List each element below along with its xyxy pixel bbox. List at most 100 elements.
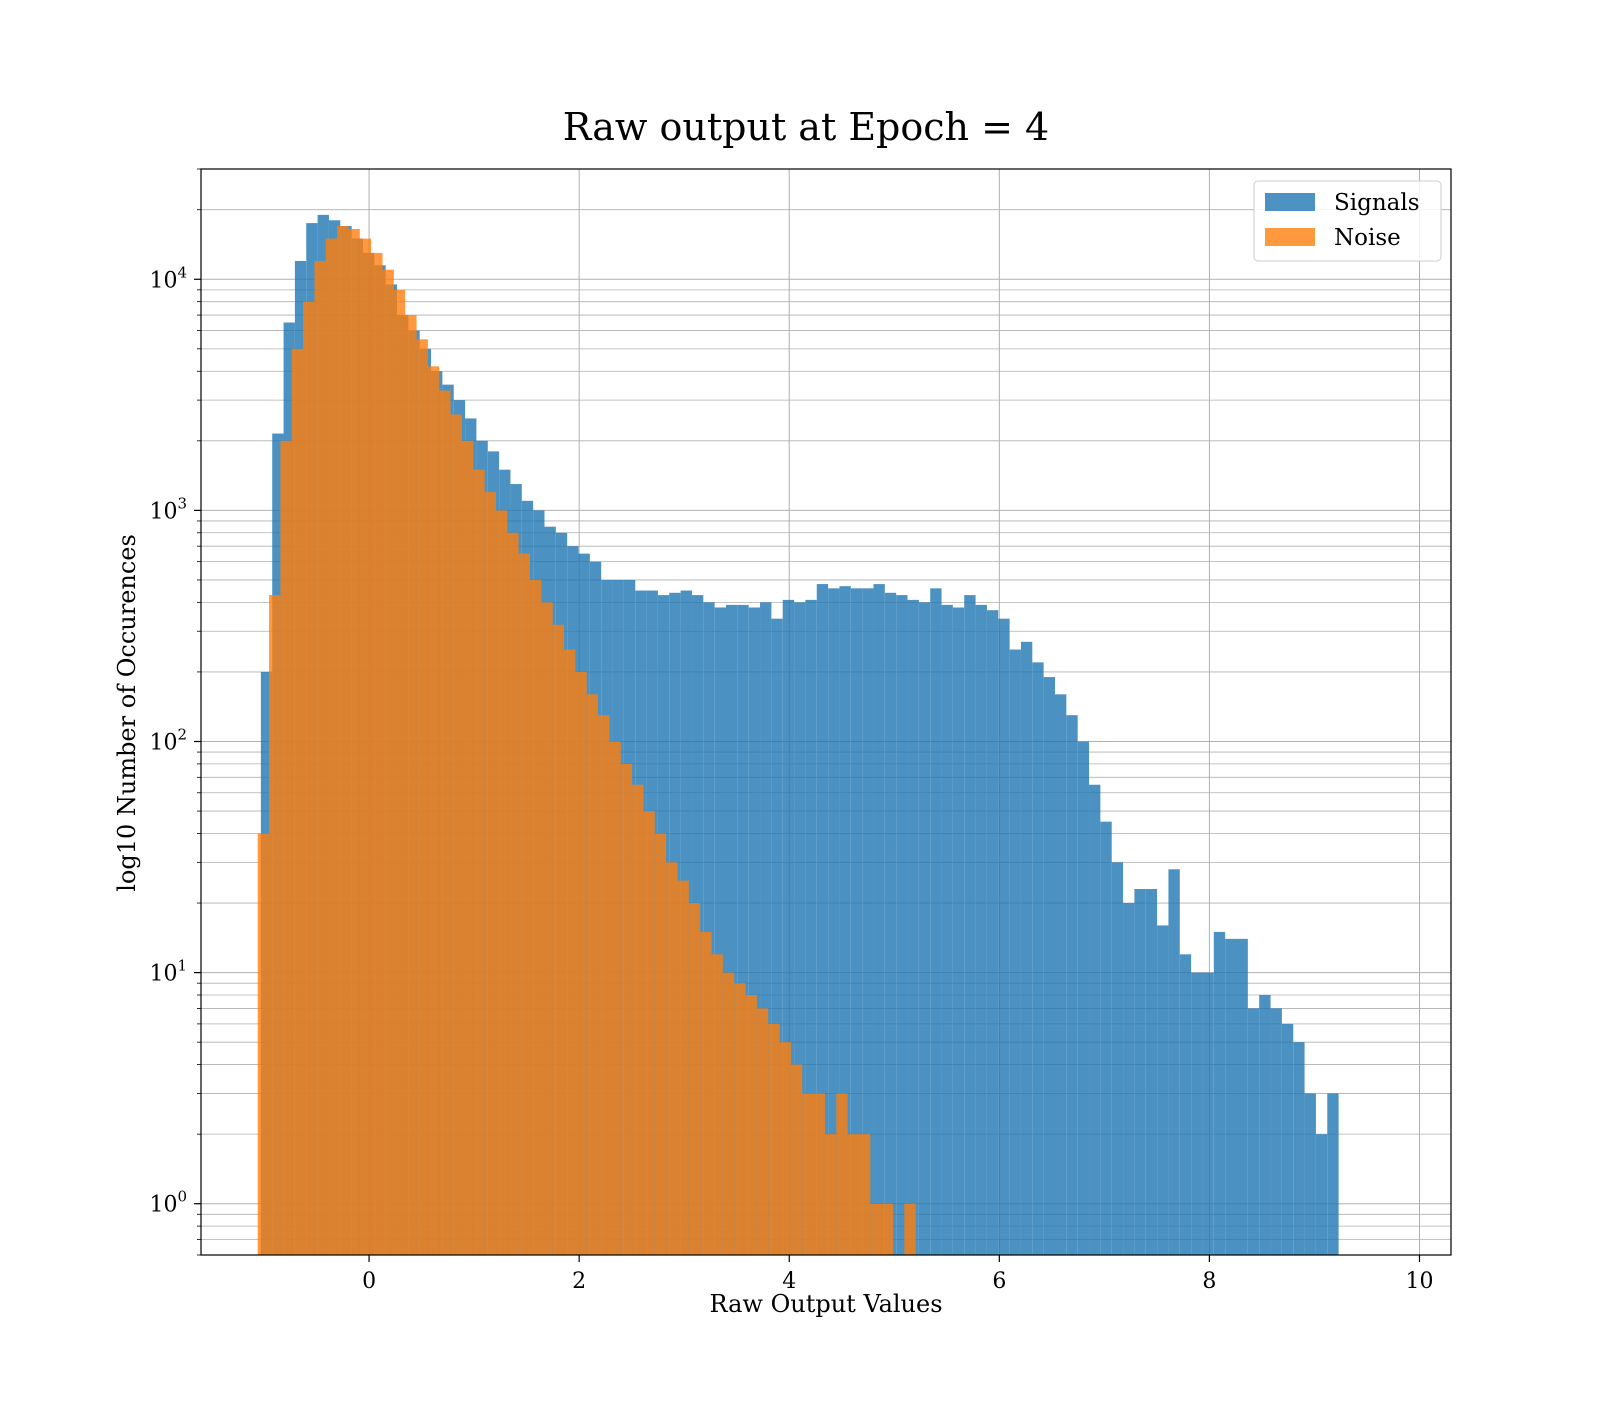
y-tick-label: 103 bbox=[149, 494, 187, 524]
histogram-bar bbox=[862, 588, 874, 1255]
histogram-bar bbox=[632, 784, 644, 1255]
histogram-bar bbox=[907, 599, 919, 1255]
histogram-bar bbox=[529, 579, 542, 1255]
histogram-bar bbox=[1259, 995, 1271, 1255]
histogram-bar bbox=[1123, 903, 1135, 1255]
histogram-bar bbox=[666, 862, 678, 1255]
y-axis-label: log10 Number of Occurences bbox=[113, 534, 141, 892]
histogram-bar bbox=[1145, 889, 1158, 1255]
histogram-bar bbox=[461, 440, 474, 1255]
histogram-bar bbox=[1236, 938, 1248, 1255]
histogram-bar bbox=[382, 269, 394, 1255]
histogram-bar bbox=[952, 607, 965, 1255]
histogram-bar bbox=[552, 624, 565, 1255]
histogram-bar bbox=[964, 595, 976, 1255]
histogram-bar bbox=[858, 1134, 871, 1255]
histogram-bar bbox=[609, 741, 621, 1255]
histogram-bar bbox=[813, 1093, 825, 1255]
x-tick-label: 4 bbox=[782, 1269, 796, 1294]
x-tick-label: 2 bbox=[572, 1269, 586, 1294]
histogram-bar bbox=[816, 584, 829, 1255]
histogram-bar bbox=[824, 1134, 837, 1255]
histogram-bar bbox=[904, 1203, 916, 1255]
histogram-bar bbox=[998, 618, 1010, 1255]
histogram-bar bbox=[881, 1203, 894, 1255]
chart-title: Raw output at Epoch = 4 bbox=[563, 105, 1049, 149]
histogram-bar bbox=[782, 599, 795, 1255]
histogram-bar bbox=[1191, 972, 1203, 1255]
series-noise bbox=[257, 226, 916, 1255]
histogram-bar bbox=[726, 604, 738, 1255]
histogram-bar bbox=[1293, 1042, 1305, 1255]
histogram-bar bbox=[654, 833, 667, 1255]
histogram-bar bbox=[291, 348, 304, 1255]
histogram-bar bbox=[1043, 677, 1055, 1255]
histogram-bar bbox=[1179, 954, 1192, 1255]
histogram-bar bbox=[794, 602, 806, 1255]
histogram-bar bbox=[1032, 662, 1044, 1255]
histogram-bar bbox=[598, 715, 610, 1255]
histogram-bar bbox=[518, 553, 530, 1255]
histogram-bar bbox=[802, 1093, 814, 1255]
histogram-bar bbox=[918, 602, 931, 1255]
histogram-bar bbox=[495, 510, 508, 1255]
histogram-bar bbox=[314, 260, 326, 1255]
histogram-bar bbox=[722, 972, 735, 1255]
histogram-bar bbox=[700, 931, 712, 1255]
histogram-bar bbox=[941, 604, 953, 1255]
legend-label: Noise bbox=[1334, 225, 1401, 251]
x-tick-label: 10 bbox=[1405, 1269, 1433, 1294]
histogram-bar bbox=[768, 1023, 780, 1255]
histogram-bar bbox=[1066, 715, 1078, 1255]
y-tick-label: 100 bbox=[149, 1188, 187, 1218]
histogram-bar bbox=[745, 995, 757, 1255]
histogram-bar bbox=[303, 301, 315, 1255]
histogram-bar bbox=[564, 649, 576, 1255]
histogram-bar bbox=[1168, 869, 1180, 1255]
axes-frame bbox=[200, 168, 1452, 1256]
histogram-bar bbox=[779, 1042, 791, 1255]
histogram-bar bbox=[416, 339, 428, 1255]
histogram-bar bbox=[790, 1064, 803, 1255]
histogram-bar bbox=[714, 607, 726, 1255]
y-tick-label: 101 bbox=[149, 957, 187, 987]
histogram-bar bbox=[711, 954, 723, 1255]
histogram-bar bbox=[748, 607, 761, 1255]
histogram-bar bbox=[975, 604, 987, 1255]
histogram-bar bbox=[1054, 694, 1067, 1255]
histogram-bar bbox=[586, 694, 599, 1255]
histogram-bar bbox=[1009, 649, 1021, 1255]
histogram-bar bbox=[756, 1008, 769, 1255]
histogram-bar bbox=[1089, 784, 1101, 1255]
histogram-bar bbox=[873, 584, 885, 1255]
histogram-bar bbox=[734, 983, 746, 1255]
histogram-bar bbox=[836, 1093, 848, 1255]
histogram-bar bbox=[870, 1203, 882, 1255]
histogram-bar bbox=[337, 226, 349, 1255]
histogram-bar bbox=[348, 229, 360, 1255]
histogram-bar bbox=[1247, 1008, 1260, 1255]
y-tick-label: 104 bbox=[149, 263, 187, 293]
histogram-bar bbox=[850, 588, 863, 1255]
histogram-bar bbox=[257, 833, 270, 1255]
histogram-bar bbox=[1100, 821, 1112, 1255]
histogram-bar bbox=[1020, 641, 1033, 1255]
legend: Signals Noise bbox=[1253, 180, 1442, 262]
plot-area: 0 2 4 6 8 10 100 101 102 103 104 bbox=[149, 168, 1452, 1294]
legend-swatch bbox=[1265, 228, 1315, 246]
x-axis-label: Raw Output Values bbox=[709, 1290, 942, 1318]
histogram-bar bbox=[371, 252, 383, 1255]
histogram-bar bbox=[575, 671, 587, 1255]
histogram-bar bbox=[688, 903, 701, 1255]
histogram-bar bbox=[839, 586, 851, 1255]
histogram-bar bbox=[280, 440, 292, 1255]
histogram-bar bbox=[393, 289, 406, 1255]
histogram-bar bbox=[986, 610, 999, 1255]
histogram-bar bbox=[1157, 925, 1169, 1255]
histogram-bar bbox=[884, 592, 897, 1255]
histogram-bar bbox=[1327, 1093, 1339, 1255]
legend-swatch bbox=[1265, 193, 1315, 211]
bars bbox=[257, 214, 1339, 1255]
histogram-bar bbox=[427, 366, 440, 1255]
